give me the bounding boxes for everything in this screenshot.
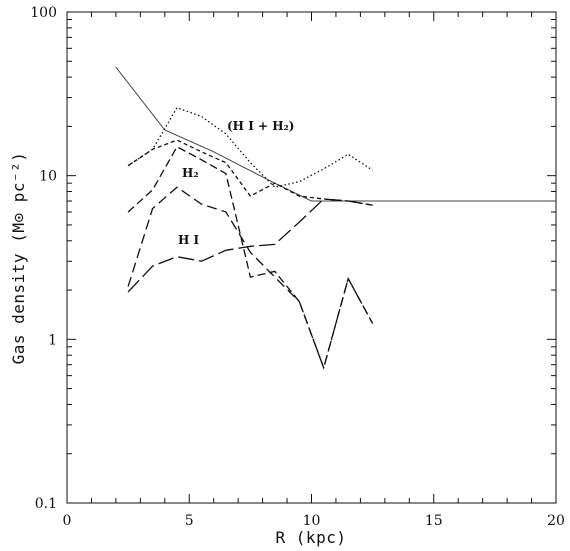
axis-ticks: 0 5 10 15 20 0.1 1 10 100	[30, 5, 565, 529]
y-tick-label: 100	[30, 5, 57, 21]
series-line-solid	[115, 66, 556, 202]
series-line-medium-dashed	[127, 186, 374, 370]
series-line-long-dashed	[127, 198, 373, 293]
series-line-dashed	[127, 145, 374, 370]
annotation-total-gas: (H I + H₂)	[227, 119, 295, 133]
y-axis-title: Gas density (M⊙ pc⁻²)	[9, 152, 28, 365]
y-tick-label: 0.1	[35, 496, 57, 512]
plot-frame	[66, 11, 557, 504]
data-series	[115, 66, 556, 370]
series-line-dotted	[127, 106, 373, 188]
annotation-hi: H I	[178, 233, 200, 247]
x-axis-title: R (kpc)	[276, 528, 347, 547]
x-tick-label: 10	[303, 513, 321, 529]
y-tick-label: 10	[39, 169, 57, 185]
x-tick-label: 15	[425, 513, 443, 529]
annotation-h2: H₂	[182, 166, 199, 180]
series-line-short-dashed	[127, 139, 373, 206]
x-tick-label: 20	[547, 513, 565, 529]
x-tick-label: 5	[185, 513, 194, 529]
x-tick-label: 0	[63, 513, 72, 529]
y-tick-label: 1	[48, 332, 57, 348]
